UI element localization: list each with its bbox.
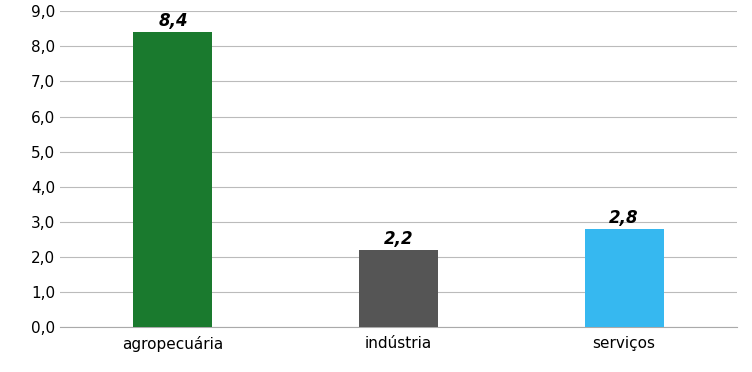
Text: 2,8: 2,8 [609,209,639,227]
Bar [134,32,213,327]
Text: 8,4: 8,4 [158,12,188,30]
Text: 2,2: 2,2 [384,230,414,248]
Bar [585,229,664,327]
Bar [359,250,438,327]
